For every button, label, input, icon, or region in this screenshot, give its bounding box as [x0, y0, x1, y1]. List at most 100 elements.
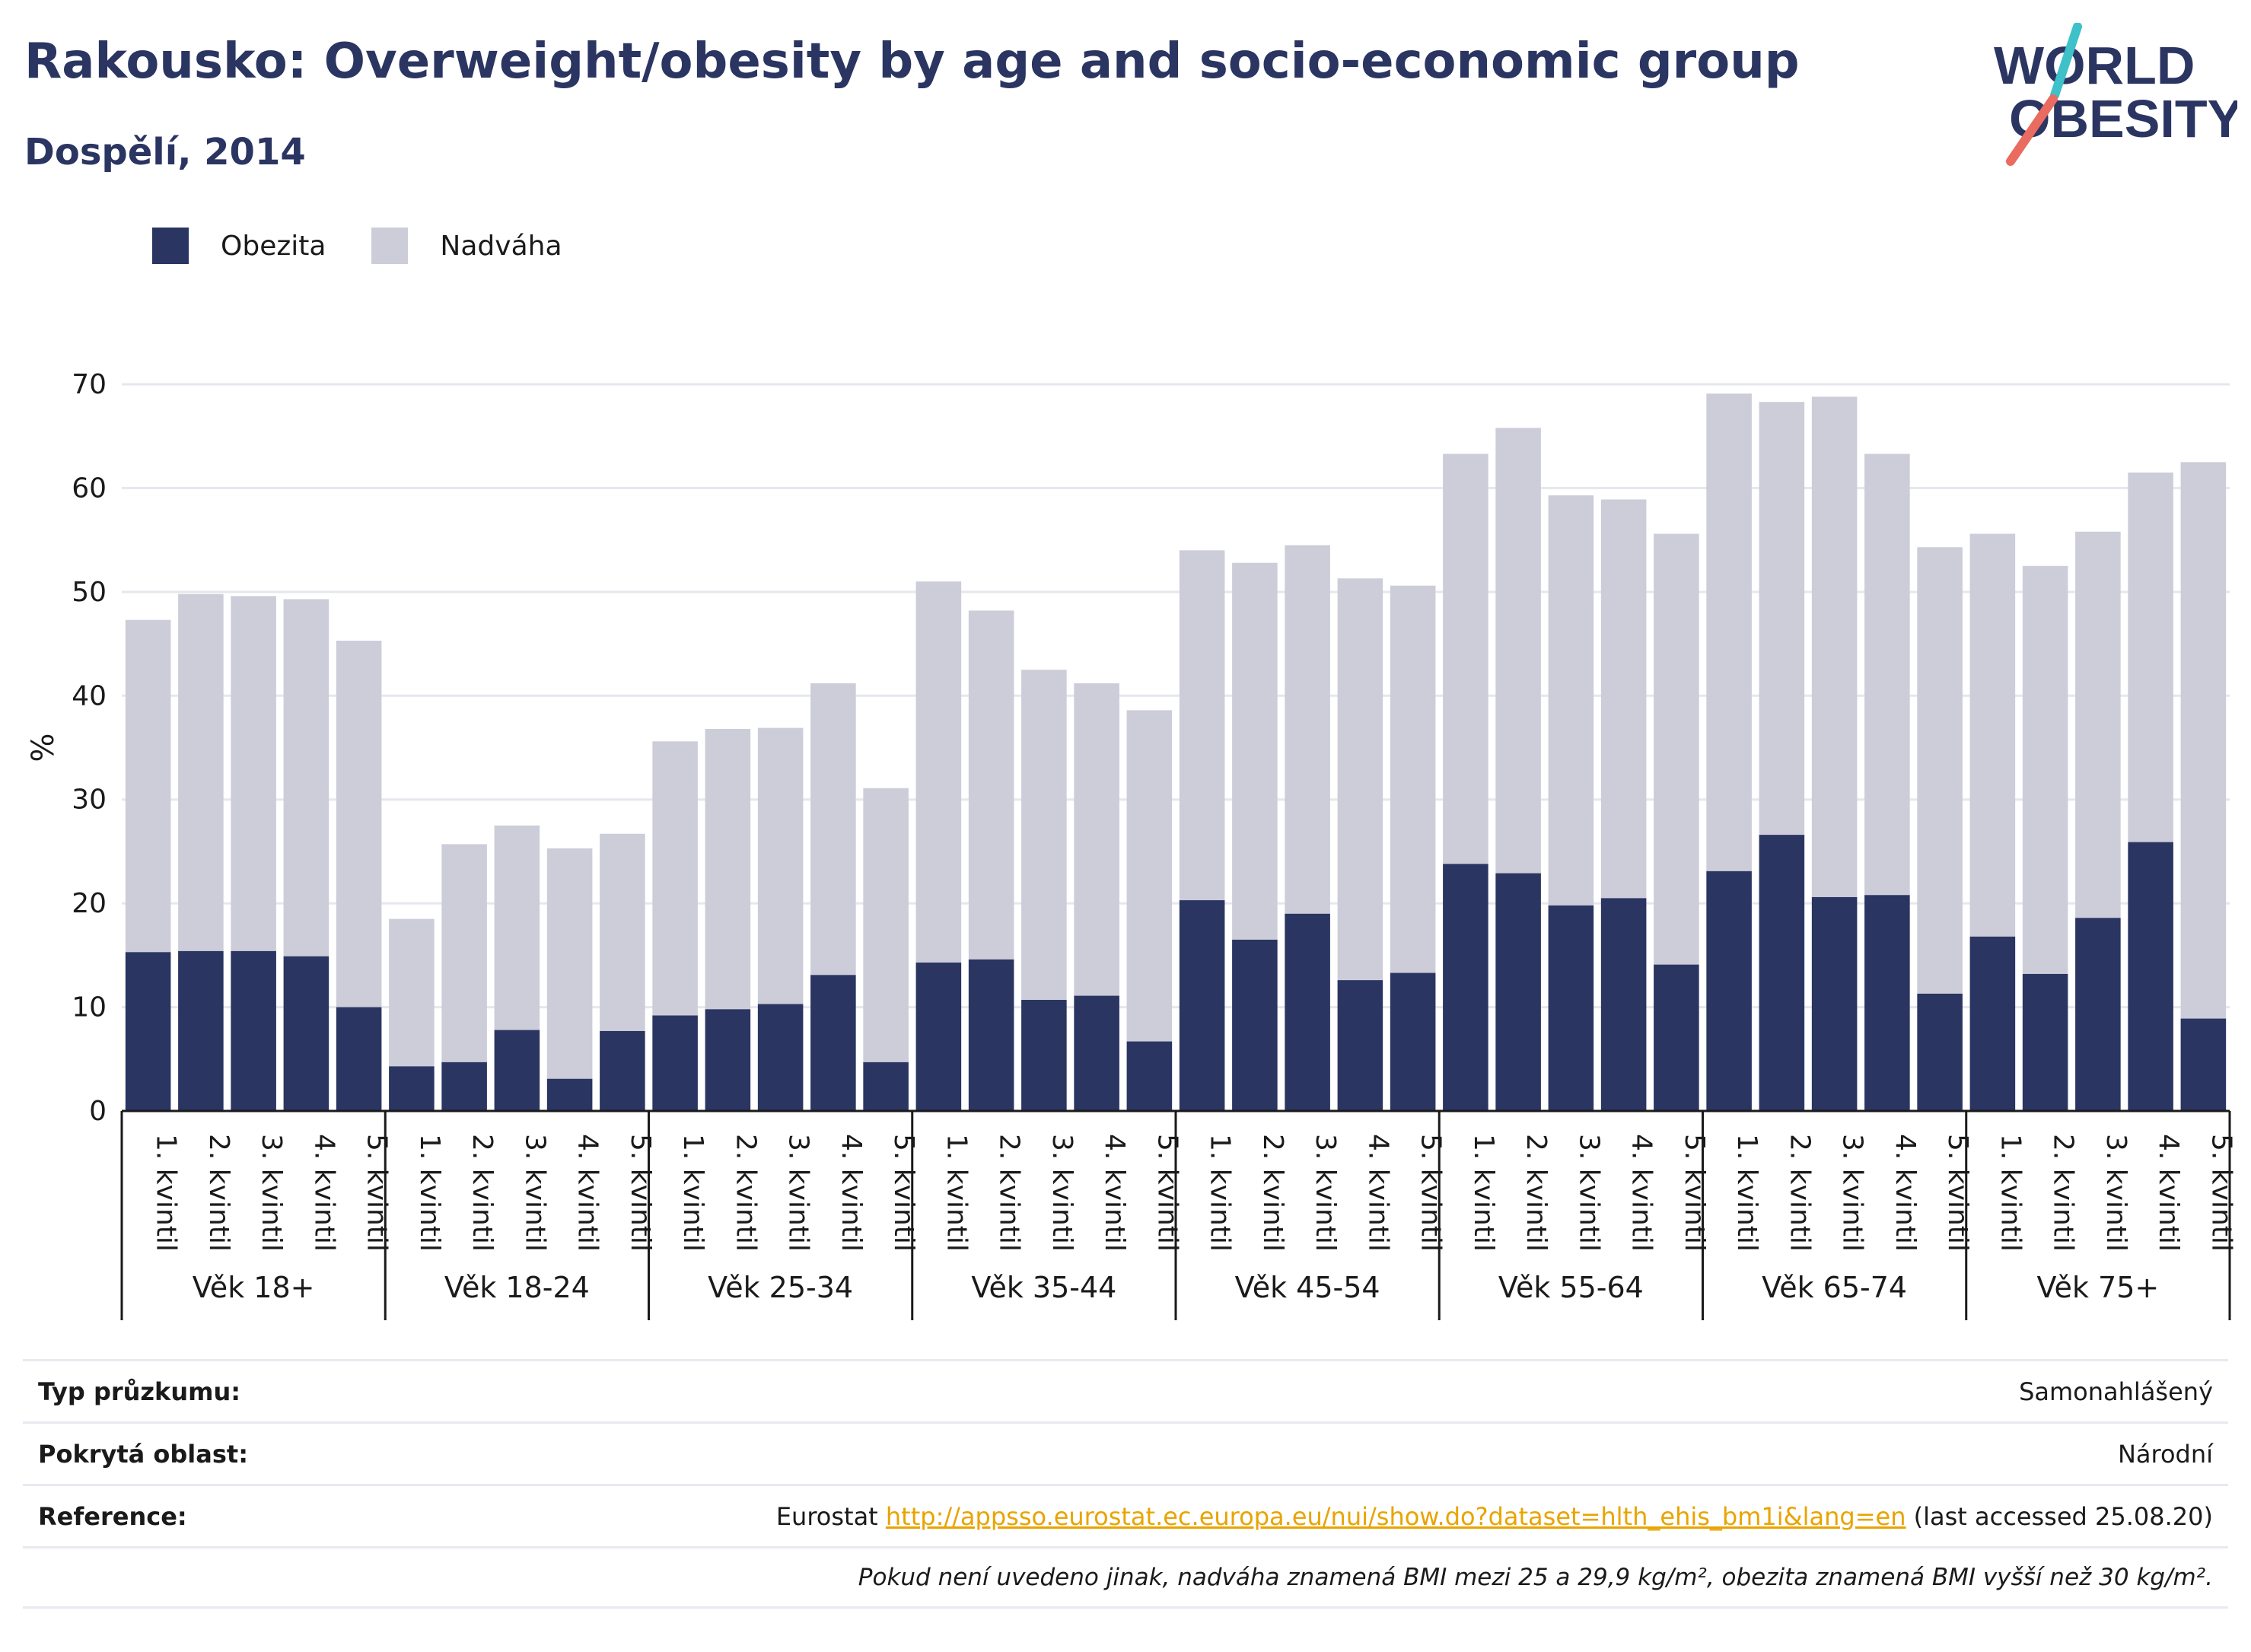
x-tick-label: 2. kvintil [1257, 1134, 1288, 1252]
bar-obezita [546, 1078, 593, 1111]
bar-obezita [1021, 1000, 1067, 1111]
bar-obezita [1811, 896, 1858, 1111]
x-tick-label: 4. kvintil [1099, 1134, 1130, 1252]
x-tick-label: 1. kvintil [1731, 1134, 1762, 1252]
bar-obezita [863, 1062, 909, 1111]
x-tick-label: 4. kvintil [1362, 1134, 1393, 1252]
y-tick-label: 20 [72, 888, 107, 919]
bar-obezita [1074, 995, 1119, 1111]
x-tick-label: 3. kvintil [519, 1134, 550, 1252]
info-table: Typ průzkumu: Samonahlášený Pokrytá obla… [23, 1359, 2228, 1609]
legend-label-obezita: Obezita [221, 230, 326, 262]
bar-nadvaha [1600, 499, 1647, 899]
x-tick-label: 4. kvintil [2153, 1134, 2184, 1252]
x-tick-label: 2. kvintil [730, 1134, 761, 1252]
bar-nadvaha [389, 918, 435, 1067]
bar-obezita [1654, 964, 1699, 1111]
bar-obezita [2075, 918, 2121, 1111]
group-label: Věk 75+ [2037, 1271, 2160, 1304]
bar-nadvaha [1654, 533, 1699, 965]
bar-nadvaha [1548, 495, 1594, 906]
y-tick-label: 10 [72, 992, 107, 1023]
group-label: Věk 18-24 [444, 1271, 590, 1304]
survey-value: Samonahlášený [2019, 1377, 2213, 1406]
bar-nadvaha [1495, 428, 1541, 874]
group-label: Věk 25-34 [708, 1271, 853, 1304]
bar-obezita [283, 956, 330, 1111]
x-tick-label: 5. kvintil [2205, 1134, 2237, 1252]
x-tick-label: 5. kvintil [1942, 1134, 1973, 1252]
coverage-label: Pokrytá oblast: [38, 1439, 248, 1469]
bar-obezita [810, 975, 856, 1111]
x-tick-label: 1. kvintil [1995, 1134, 2026, 1252]
bar-nadvaha [1179, 550, 1225, 901]
y-tick-label: 50 [72, 577, 107, 608]
bar-obezita [441, 1062, 487, 1111]
bar-nadvaha [863, 788, 909, 1062]
bar-nadvaha [1443, 454, 1488, 864]
x-tick-label: 5. kvintil [361, 1134, 393, 1252]
bar-obezita [2022, 973, 2068, 1111]
reference-link[interactable]: http://appsso.eurostat.ec.europa.eu/nui/… [885, 1501, 1906, 1531]
bar-obezita [1390, 972, 1436, 1111]
x-tick-label: 1. kvintil [1468, 1134, 1499, 1252]
world-obesity-logo: WORLD OBESITY [1994, 23, 2237, 166]
bar-nadvaha [1126, 710, 1173, 1042]
bar-nadvaha [1759, 402, 1805, 836]
x-tick-label: 2. kvintil [466, 1134, 498, 1252]
y-tick-label: 30 [72, 785, 107, 816]
bar-nadvaha [283, 599, 330, 957]
coverage-value: Národní [2117, 1439, 2213, 1469]
bar-nadvaha [1074, 683, 1119, 996]
stacked-bar-chart: 0 10 20 30 40 50 60 70% 1. kvintil 2. kvintil 3. k… [26, 369, 2237, 1320]
x-tick-label: 5. kvintil [1151, 1134, 1183, 1252]
x-tick-label: 1. kvintil [151, 1134, 182, 1252]
info-row-survey: Typ průzkumu: Samonahlášený [23, 1359, 2228, 1421]
reference-value: Eurostat http://appsso.eurostat.ec.europ… [776, 1502, 2213, 1531]
bar-obezita [1706, 871, 1752, 1111]
bar-obezita [705, 1009, 751, 1111]
bar-obezita [1759, 835, 1805, 1111]
x-tick-label: 4. kvintil [1626, 1134, 1657, 1252]
x-tick-label: 3. kvintil [1046, 1134, 1078, 1252]
bar-obezita [1443, 864, 1488, 1111]
page-title: Rakousko: Overweight/obesity by age and … [24, 33, 1800, 90]
x-tick-label: 2. kvintil [2048, 1134, 2079, 1252]
y-axis-label: % [26, 733, 61, 762]
bar-nadvaha [125, 619, 171, 953]
bar-nadvaha [757, 727, 804, 1004]
bar-nadvaha [178, 594, 224, 951]
x-tick-label: 3. kvintil [256, 1134, 287, 1252]
y-tick-label: 70 [72, 369, 107, 400]
bar-nadvaha [1337, 578, 1383, 981]
bar-obezita [1495, 873, 1541, 1111]
x-tick-label: 4. kvintil [836, 1134, 867, 1252]
bar-obezita [1337, 980, 1383, 1111]
bar-nadvaha [546, 848, 593, 1079]
legend-item-obezita[interactable]: Obezita [152, 228, 326, 264]
group-label: Věk 55-64 [1498, 1271, 1644, 1304]
legend-swatch-nadvaha [371, 228, 409, 264]
x-tick-label: 5. kvintil [888, 1134, 919, 1252]
chart-legend: Obezita Nadváha [152, 227, 608, 265]
x-tick-label: 4. kvintil [572, 1134, 603, 1252]
info-row-reference: Reference: Eurostat http://appsso.eurost… [23, 1484, 2228, 1546]
bar-obezita [1864, 895, 1910, 1111]
bar-obezita [1126, 1041, 1173, 1111]
bar-obezita [1917, 993, 1963, 1111]
bar-nadvaha [441, 844, 487, 1062]
bar-nadvaha [1917, 547, 1963, 994]
y-tick-label: 40 [72, 680, 107, 711]
legend-item-nadvaha[interactable]: Nadváha [371, 228, 562, 264]
bar-obezita [915, 962, 962, 1111]
x-tick-label: 4. kvintil [1890, 1134, 1921, 1252]
bar-obezita [494, 1030, 540, 1111]
bar-obezita [125, 952, 171, 1111]
x-tick-label: 1. kvintil [677, 1134, 708, 1252]
legend-label-nadvaha: Nadváha [440, 230, 562, 262]
x-tick-label: 3. kvintil [1573, 1134, 1604, 1252]
bmi-note: Pokud není uvedeno jinak, nadváha znamen… [858, 1564, 2213, 1591]
bar-obezita [652, 1015, 698, 1111]
bar-nadvaha [652, 741, 698, 1016]
x-tick-label: 3. kvintil [1837, 1134, 1868, 1252]
